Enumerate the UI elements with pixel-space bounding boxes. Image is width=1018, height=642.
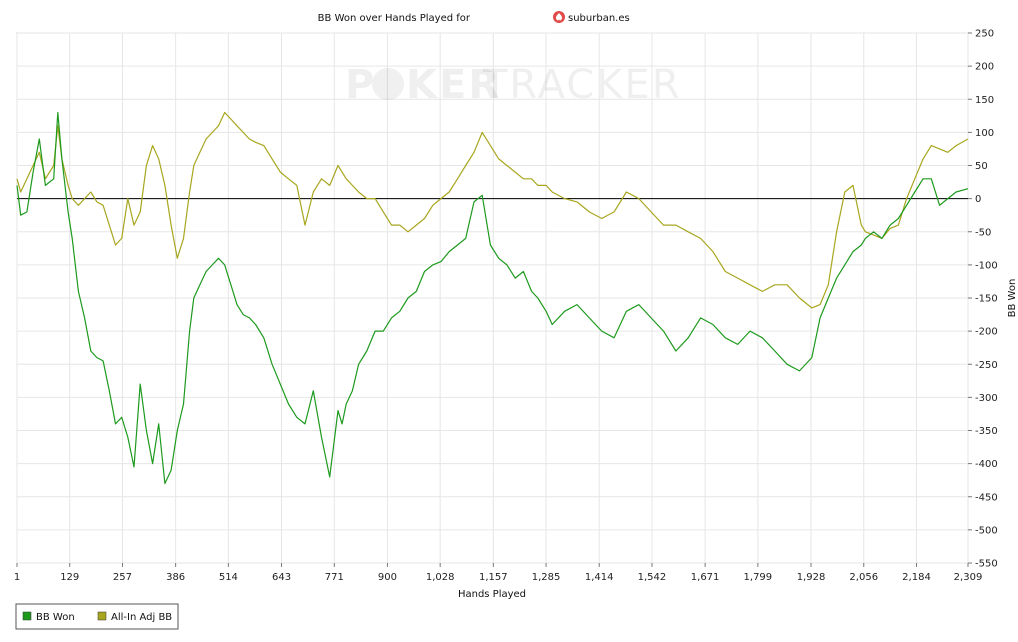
poker-icon: [553, 11, 565, 23]
plot-area: P KER TRACKER: [16, 32, 969, 564]
y-tick-label: -500: [975, 525, 998, 536]
legend-swatch-all-in-adj-bb: [97, 611, 107, 621]
x-axis-label: Hands Played: [458, 589, 526, 600]
x-axis: 1 129 257 386 514 643 771 900 1,028 1,157 1,285 1,4…: [14, 563, 983, 583]
y-tick-label: 50: [975, 161, 988, 172]
watermark-text-a: P: [345, 62, 376, 108]
watermark: P KER TRACKER: [345, 62, 682, 108]
legend-label-all-in-adj-bb: All-In Adj BB: [111, 612, 172, 623]
y-tick-label: -450: [975, 492, 998, 503]
y-axis-label: BB Won: [1007, 279, 1018, 318]
legend-swatch-bb-won: [22, 611, 32, 621]
x-tick-label: 514: [219, 572, 238, 583]
y-tick-label: 250: [975, 29, 994, 40]
y-tick-label: -100: [975, 260, 998, 271]
x-tick-label: 386: [166, 572, 185, 583]
watermark-text-c: TRACKER: [482, 62, 682, 108]
y-tick-label: -250: [975, 360, 998, 371]
series-layer: [16, 111, 969, 485]
x-tick-label: 129: [60, 572, 79, 583]
x-tick-label: 1,285: [532, 572, 561, 583]
x-tick-label: 900: [378, 572, 397, 583]
legend-label-bb-won: BB Won: [36, 612, 75, 623]
player-name: suburban.es: [568, 13, 630, 24]
x-tick-label: 1,414: [585, 572, 614, 583]
grid: [16, 32, 969, 564]
y-tick-label: -550: [975, 559, 998, 570]
x-tick-label: 1,157: [479, 572, 508, 583]
y-axis: 250 200 150 100 50 0 -50 -100 -150 -200 -250 -300 -3…: [968, 29, 998, 570]
y-tick-label: 0: [975, 194, 981, 205]
y-tick-label: -200: [975, 327, 998, 338]
x-tick-label: 1,542: [638, 572, 667, 583]
y-tick-label: 200: [975, 62, 994, 73]
x-tick-label: 257: [113, 572, 132, 583]
watermark-o: [372, 68, 404, 100]
x-tick-label: 1,028: [426, 572, 455, 583]
x-tick-label: 1: [14, 572, 20, 583]
y-tick-label: -300: [975, 393, 998, 404]
x-tick-label: 2,309: [954, 572, 983, 583]
chart-title: BB Won over Hands Played for: [318, 13, 471, 24]
series-line-all-in-adj-bb: [16, 111, 969, 309]
x-tick-label: 2,184: [902, 572, 931, 583]
x-tick-label: 643: [272, 572, 291, 583]
x-tick-label: 2,056: [849, 572, 878, 583]
series-line-bb-won: [16, 111, 969, 485]
y-tick-label: -150: [975, 294, 998, 305]
y-tick-label: -50: [975, 227, 991, 238]
y-tick-label: 100: [975, 128, 994, 139]
x-tick-label: 771: [325, 572, 344, 583]
x-tick-label: 1,671: [691, 572, 720, 583]
y-tick-label: -400: [975, 459, 998, 470]
legend-box: [15, 603, 179, 630]
legend: BB Won All-In Adj BB: [15, 603, 179, 630]
watermark-text-b: KER: [406, 62, 501, 108]
y-tick-label: -350: [975, 426, 998, 437]
y-tick-label: 150: [975, 95, 994, 106]
x-tick-label: 1,928: [797, 572, 826, 583]
x-tick-label: 1,799: [744, 572, 773, 583]
